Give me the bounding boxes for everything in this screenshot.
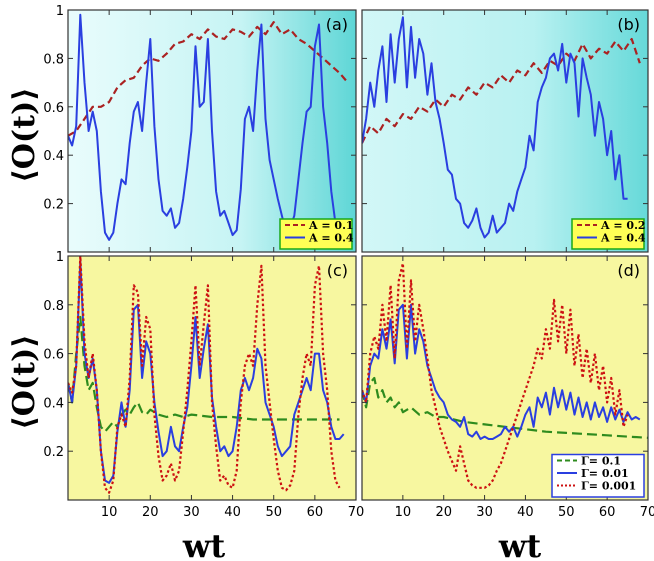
legend: A = 0.2A = 0.4 <box>571 218 646 250</box>
y-tick-label: 0.2 <box>43 445 64 460</box>
series-line <box>68 256 341 494</box>
x-tick-label: 20 <box>435 505 452 520</box>
panel-label: (b) <box>617 15 640 34</box>
x-tick-label: 40 <box>517 505 534 520</box>
x-tick-label: 20 <box>142 505 159 520</box>
y-axis-label-top: ⟨O(t)⟩ <box>7 87 42 183</box>
plot-frame <box>361 9 649 253</box>
x-tick-label: 40 <box>224 505 241 520</box>
series-line <box>362 37 641 144</box>
x-tick-label: 10 <box>101 505 118 520</box>
panel-label: (a) <box>326 15 348 34</box>
series-line <box>68 21 349 137</box>
series-line <box>362 16 628 239</box>
series-line <box>362 376 648 439</box>
y-axis-label-bottom: ⟨O(t)⟩ <box>7 334 42 430</box>
x-tick-label: 10 <box>395 505 412 520</box>
series-line <box>362 262 629 489</box>
panel-label: (c) <box>327 261 348 280</box>
plot-frame <box>67 255 357 501</box>
x-tick-label: 30 <box>183 505 200 520</box>
legend-box <box>279 218 353 250</box>
legend-label: A = 0.2 <box>600 219 646 232</box>
x-tick-label: 60 <box>307 505 324 520</box>
x-axis-label-left: wt <box>182 527 226 561</box>
y-tick-label: 0.8 <box>43 52 64 67</box>
series-line <box>68 315 340 433</box>
x-tick-label: 50 <box>558 505 575 520</box>
x-tick-label: 70 <box>348 505 365 520</box>
legend-label: A = 0.4 <box>600 232 646 245</box>
legend: Γ= 0.1Γ= 0.01Γ= 0.001 <box>551 453 645 498</box>
series-line <box>68 13 341 241</box>
plot-background <box>68 256 356 500</box>
legend-label: Γ= 0.01 <box>581 467 629 480</box>
legend-box <box>571 218 645 250</box>
legend: A = 0.1A = 0.4 <box>279 218 354 250</box>
x-tick-label: 50 <box>265 505 282 520</box>
panel-c: 0.2 0.4 0.6 0.8 1 10 20 30 40 50 60 70 (c) <box>43 250 364 520</box>
panel-b: (b) A = 0.2A = 0.4 <box>361 9 649 253</box>
x-axis-label-right: wt <box>498 527 542 561</box>
legend-label: A = 0.4 <box>308 232 354 245</box>
panel-d: 10 20 30 40 50 60 70 (d) Γ= 0.1Γ= 0.01Γ= 0.001 <box>361 255 654 520</box>
x-tick-label: 30 <box>476 505 493 520</box>
y-tick-label: 1 <box>56 250 64 265</box>
x-tick-label: 60 <box>599 505 616 520</box>
y-tick-label: 1 <box>56 4 64 19</box>
y-tick-label: 0.6 <box>43 101 64 116</box>
y-tick-label: 0.4 <box>43 149 64 164</box>
panel-label: (d) <box>617 261 640 280</box>
plot-frame <box>361 255 649 501</box>
y-tick-label: 0.8 <box>43 299 64 314</box>
legend-label: Γ= 0.001 <box>581 480 636 493</box>
y-tick-label: 0.2 <box>43 198 64 213</box>
y-tick-label: 0.4 <box>43 396 64 411</box>
legend-label: Γ= 0.1 <box>581 455 621 468</box>
panel-a: 0.2 0.4 0.6 0.8 1 (a) A = 0.1A = 0.4 <box>43 4 357 253</box>
legend-box <box>551 453 645 498</box>
x-tick-label: 70 <box>640 505 654 520</box>
legend-label: A = 0.1 <box>308 219 354 232</box>
plot-frame <box>67 9 357 253</box>
y-tick-label: 0.6 <box>43 348 64 363</box>
